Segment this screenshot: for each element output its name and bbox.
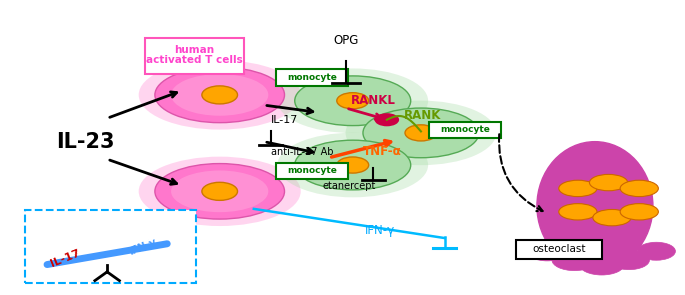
Text: monocyte: monocyte <box>287 73 337 82</box>
Ellipse shape <box>345 101 497 165</box>
Text: activated T cells: activated T cells <box>146 55 243 65</box>
Ellipse shape <box>337 157 369 173</box>
Ellipse shape <box>375 113 399 126</box>
Ellipse shape <box>537 142 653 270</box>
Text: RANK: RANK <box>404 109 441 122</box>
Text: anti-IL-17 Ab: anti-IL-17 Ab <box>271 147 334 157</box>
Ellipse shape <box>277 133 428 197</box>
Text: osteoclast: osteoclast <box>533 244 586 254</box>
Ellipse shape <box>277 68 428 133</box>
Ellipse shape <box>620 180 658 196</box>
Ellipse shape <box>559 204 597 220</box>
Ellipse shape <box>590 174 627 191</box>
Ellipse shape <box>138 60 301 130</box>
FancyBboxPatch shape <box>429 122 501 138</box>
Ellipse shape <box>527 242 568 261</box>
Text: IFN-γ: IFN-γ <box>365 224 395 237</box>
FancyBboxPatch shape <box>275 69 348 86</box>
Ellipse shape <box>155 67 284 123</box>
Text: IL-17: IL-17 <box>271 115 298 125</box>
Text: OPG: OPG <box>333 34 359 47</box>
Text: human: human <box>175 45 214 55</box>
Ellipse shape <box>608 250 649 270</box>
Ellipse shape <box>552 249 597 271</box>
FancyBboxPatch shape <box>275 163 348 179</box>
Text: RANKL: RANKL <box>351 94 396 107</box>
Ellipse shape <box>295 140 411 190</box>
Text: IFN-γ: IFN-γ <box>128 237 158 257</box>
Text: monocyte: monocyte <box>287 166 337 176</box>
FancyBboxPatch shape <box>25 210 196 283</box>
Ellipse shape <box>405 125 437 141</box>
Text: etanercept: etanercept <box>323 181 376 191</box>
FancyBboxPatch shape <box>516 240 601 258</box>
Ellipse shape <box>202 86 238 104</box>
Ellipse shape <box>171 171 269 212</box>
Ellipse shape <box>171 74 269 116</box>
Ellipse shape <box>580 254 624 275</box>
Text: TNF-α: TNF-α <box>363 145 401 158</box>
Ellipse shape <box>363 108 479 158</box>
Ellipse shape <box>637 242 675 260</box>
Ellipse shape <box>295 76 411 126</box>
Ellipse shape <box>138 157 301 226</box>
Text: IL-17: IL-17 <box>49 248 82 269</box>
FancyBboxPatch shape <box>145 38 244 74</box>
Text: IL-23: IL-23 <box>56 132 114 152</box>
Ellipse shape <box>202 182 238 200</box>
Ellipse shape <box>337 93 369 109</box>
Ellipse shape <box>559 180 597 196</box>
Text: monocyte: monocyte <box>440 125 490 135</box>
Ellipse shape <box>155 163 284 219</box>
Ellipse shape <box>593 209 631 226</box>
Ellipse shape <box>620 204 658 220</box>
